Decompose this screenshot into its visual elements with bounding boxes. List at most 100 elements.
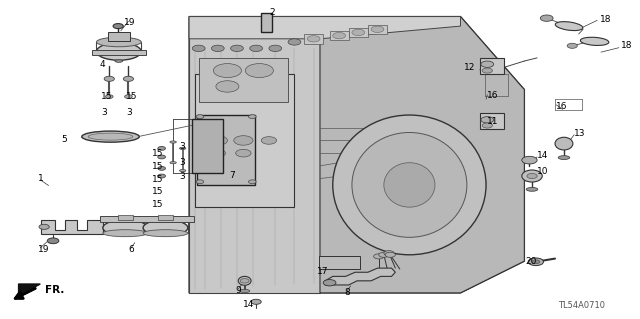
Circle shape bbox=[269, 45, 282, 51]
Text: 16: 16 bbox=[556, 102, 568, 111]
Text: 15: 15 bbox=[152, 162, 164, 171]
Bar bbox=[330, 31, 349, 41]
Ellipse shape bbox=[170, 141, 176, 143]
Text: 19: 19 bbox=[38, 245, 49, 254]
Circle shape bbox=[333, 33, 346, 39]
Ellipse shape bbox=[103, 220, 148, 236]
Text: 12: 12 bbox=[465, 63, 476, 72]
Ellipse shape bbox=[97, 43, 141, 60]
Circle shape bbox=[248, 180, 256, 184]
Polygon shape bbox=[19, 284, 40, 295]
Bar bbox=[260, 13, 272, 33]
Ellipse shape bbox=[352, 132, 467, 237]
Bar bbox=[92, 50, 146, 55]
Bar bbox=[349, 28, 368, 37]
Text: 4: 4 bbox=[100, 60, 106, 69]
Polygon shape bbox=[325, 268, 396, 285]
Ellipse shape bbox=[558, 156, 570, 160]
Text: 6: 6 bbox=[129, 245, 134, 254]
Circle shape bbox=[208, 136, 227, 145]
Circle shape bbox=[307, 36, 320, 42]
Circle shape bbox=[248, 115, 256, 119]
Circle shape bbox=[39, 224, 49, 229]
Ellipse shape bbox=[88, 133, 133, 140]
Circle shape bbox=[211, 45, 224, 51]
Text: 3: 3 bbox=[179, 172, 185, 181]
Ellipse shape bbox=[239, 289, 250, 293]
Circle shape bbox=[288, 39, 301, 45]
Text: TL54A0710: TL54A0710 bbox=[557, 301, 605, 310]
Ellipse shape bbox=[103, 230, 148, 237]
Circle shape bbox=[47, 238, 59, 244]
Circle shape bbox=[230, 45, 243, 51]
Ellipse shape bbox=[170, 161, 176, 164]
Text: 9: 9 bbox=[236, 286, 241, 295]
Circle shape bbox=[540, 15, 553, 21]
Polygon shape bbox=[41, 220, 103, 234]
Circle shape bbox=[240, 278, 249, 283]
Circle shape bbox=[216, 81, 239, 92]
Circle shape bbox=[106, 95, 113, 99]
Text: 20: 20 bbox=[525, 257, 537, 266]
Circle shape bbox=[522, 156, 537, 164]
Ellipse shape bbox=[580, 37, 609, 45]
Text: 15: 15 bbox=[101, 92, 113, 101]
Circle shape bbox=[482, 123, 492, 128]
FancyArrowPatch shape bbox=[15, 288, 35, 299]
Polygon shape bbox=[189, 17, 524, 293]
Ellipse shape bbox=[143, 230, 188, 237]
Text: 8: 8 bbox=[344, 288, 350, 297]
Circle shape bbox=[236, 149, 251, 157]
Circle shape bbox=[482, 68, 492, 73]
Circle shape bbox=[532, 260, 540, 264]
Ellipse shape bbox=[556, 22, 583, 31]
Ellipse shape bbox=[384, 163, 435, 207]
Text: 3: 3 bbox=[179, 142, 185, 151]
Circle shape bbox=[196, 115, 204, 119]
Text: 13: 13 bbox=[574, 129, 586, 138]
Ellipse shape bbox=[333, 115, 486, 255]
Bar bbox=[479, 58, 504, 74]
Text: 15: 15 bbox=[152, 187, 164, 197]
Circle shape bbox=[385, 252, 396, 257]
Bar bbox=[198, 58, 288, 102]
Circle shape bbox=[158, 146, 166, 150]
Text: 16: 16 bbox=[486, 92, 498, 100]
Text: 15: 15 bbox=[152, 149, 164, 158]
Text: 15: 15 bbox=[152, 175, 164, 184]
Bar bbox=[368, 25, 387, 34]
Bar bbox=[158, 215, 173, 220]
Bar bbox=[100, 216, 194, 222]
Circle shape bbox=[104, 76, 115, 81]
Ellipse shape bbox=[526, 188, 538, 191]
Circle shape bbox=[245, 63, 273, 78]
Circle shape bbox=[527, 174, 537, 179]
Polygon shape bbox=[189, 17, 461, 39]
Bar bbox=[192, 119, 223, 174]
Bar bbox=[195, 74, 294, 207]
Circle shape bbox=[323, 279, 336, 286]
Text: 5: 5 bbox=[61, 135, 67, 144]
Text: 1: 1 bbox=[38, 174, 44, 183]
Circle shape bbox=[158, 174, 166, 178]
Bar bbox=[479, 114, 504, 129]
Bar bbox=[304, 34, 323, 44]
Polygon shape bbox=[189, 17, 320, 293]
Ellipse shape bbox=[555, 137, 573, 150]
Circle shape bbox=[384, 251, 394, 256]
Circle shape bbox=[213, 63, 241, 78]
Circle shape bbox=[261, 137, 276, 144]
Polygon shape bbox=[320, 17, 524, 293]
Ellipse shape bbox=[97, 37, 141, 47]
Circle shape bbox=[234, 136, 253, 145]
Circle shape bbox=[196, 180, 204, 184]
Circle shape bbox=[124, 76, 134, 81]
Text: 10: 10 bbox=[537, 167, 548, 176]
Circle shape bbox=[192, 45, 205, 51]
Text: 15: 15 bbox=[152, 200, 164, 209]
Bar bbox=[108, 33, 130, 41]
Circle shape bbox=[210, 149, 225, 157]
Circle shape bbox=[158, 155, 166, 159]
Circle shape bbox=[250, 45, 262, 51]
Text: 3: 3 bbox=[101, 108, 107, 117]
